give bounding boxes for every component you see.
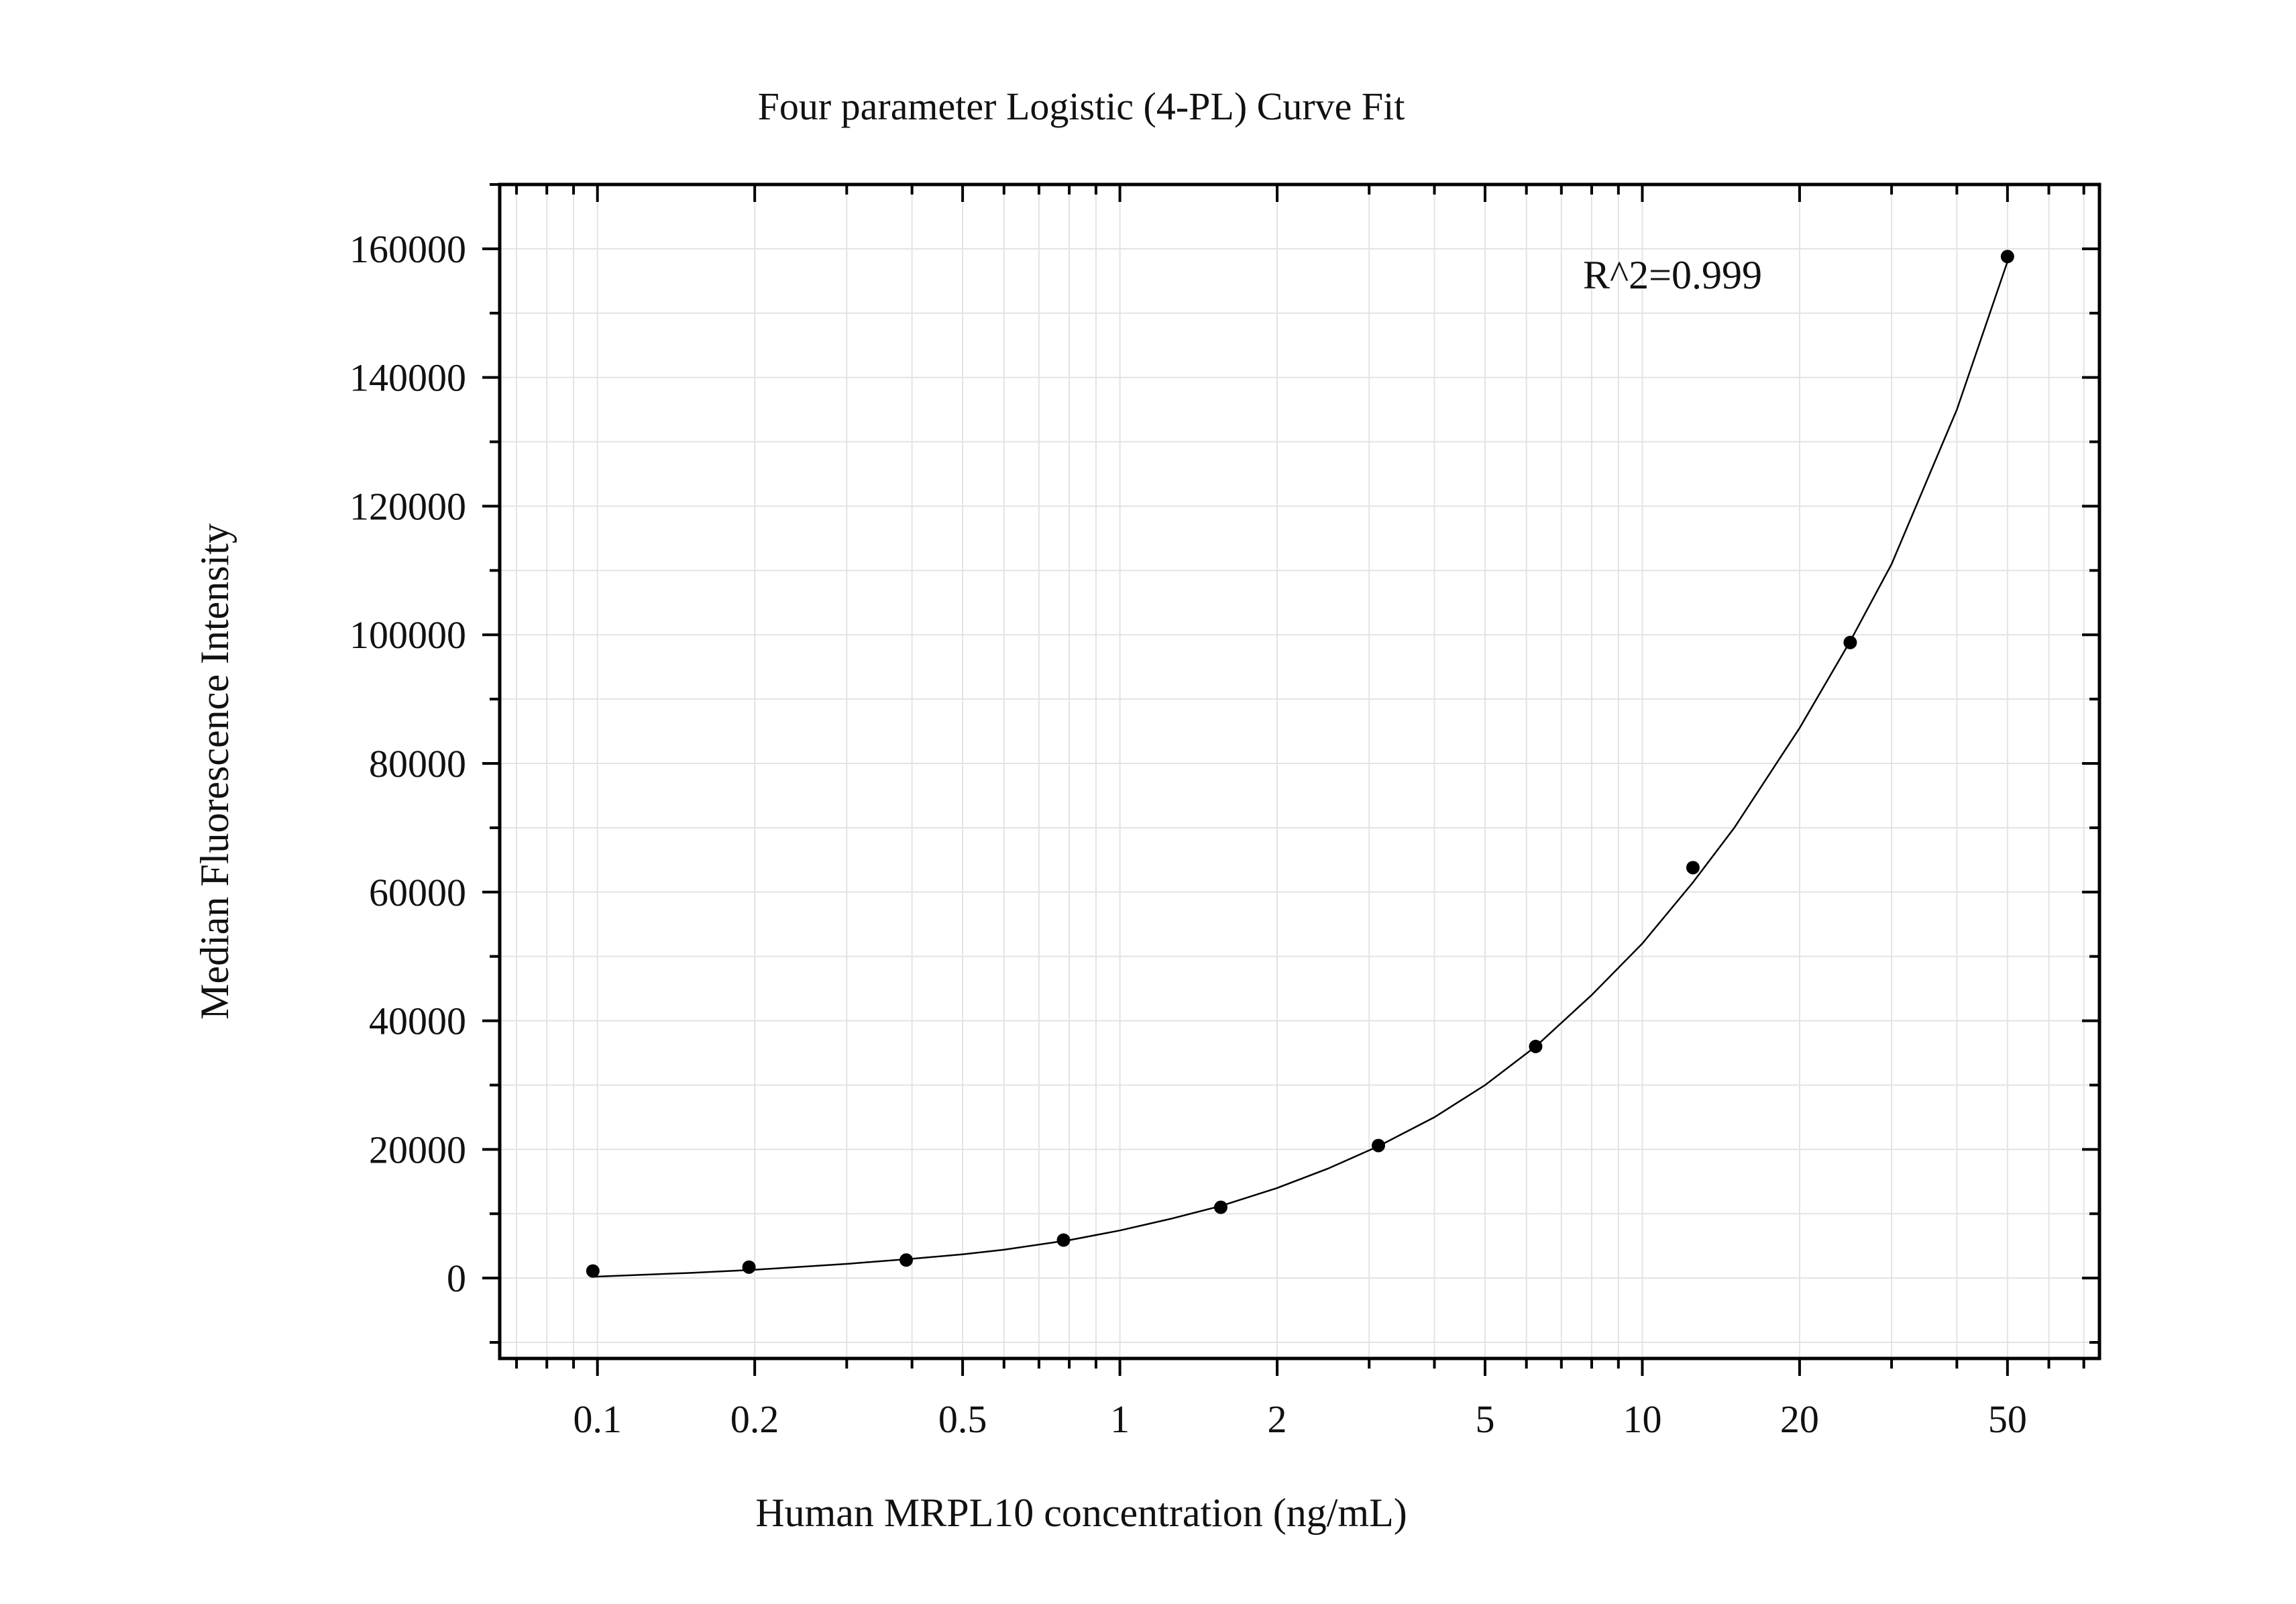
data-point (1056, 1233, 1071, 1247)
data-point (2000, 250, 2014, 264)
data-point (1843, 635, 1857, 649)
x-tick-label: 5 (1475, 1397, 1494, 1441)
y-tick-label: 40000 (369, 1000, 466, 1043)
data-points (586, 250, 2014, 1278)
x-tick-label: 0.1 (573, 1397, 622, 1441)
x-tick-label: 0.2 (730, 1397, 779, 1441)
x-tick-label: 0.5 (938, 1397, 987, 1441)
x-axis-label: Human MRPL10 concentration (ng/mL) (755, 1491, 1407, 1535)
y-tick-label: 160000 (349, 227, 466, 271)
y-tick-label: 80000 (369, 742, 466, 786)
y-tick-label: 0 (447, 1257, 466, 1300)
data-point (742, 1260, 756, 1274)
data-point (1213, 1200, 1227, 1214)
x-tick-labels: 0.1 0.2 0.5 1 2 5 10 20 50 (573, 1397, 2026, 1441)
x-tick-label: 2 (1268, 1397, 1287, 1441)
x-tick-label: 50 (1988, 1397, 2027, 1441)
data-point (586, 1264, 600, 1278)
data-point (1529, 1039, 1543, 1053)
y-tick-label: 140000 (349, 356, 466, 400)
x-tick-label: 1 (1110, 1397, 1130, 1441)
x-tick-label: 20 (1780, 1397, 1819, 1441)
r-squared-annotation: R^2=0.999 (1583, 253, 1762, 297)
fit-curve-layer (592, 261, 2008, 1278)
x-tick-label: 10 (1623, 1397, 1661, 1441)
data-point (1372, 1138, 1386, 1153)
y-axis-label: Median Fluorescence Intensity (193, 523, 237, 1020)
y-tick-labels: 0 20000 40000 60000 80000 100000 120000 140000 1… (349, 227, 466, 1300)
grid (500, 184, 2099, 1358)
y-tick-label: 120000 (349, 484, 466, 528)
y-tick-label: 100000 (349, 613, 466, 657)
chart-title: Four parameter Logistic (4-PL) Curve Fit (758, 85, 1405, 128)
data-point (1686, 861, 1700, 875)
axes (482, 182, 2101, 1376)
y-tick-label: 60000 (369, 871, 466, 914)
plot-frame (498, 182, 2101, 1360)
data-point (899, 1253, 914, 1267)
y-tick-label: 20000 (369, 1128, 466, 1171)
fit-curve (592, 261, 2008, 1278)
